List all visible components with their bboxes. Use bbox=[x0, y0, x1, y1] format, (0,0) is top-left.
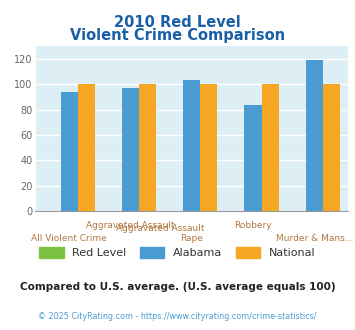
Bar bbox=[262, 84, 279, 211]
Text: Rape: Rape bbox=[180, 234, 203, 243]
Bar bbox=[122, 88, 139, 211]
Bar bbox=[200, 84, 217, 211]
Bar bbox=[61, 92, 78, 211]
Text: Violent Crime Comparison: Violent Crime Comparison bbox=[70, 28, 285, 43]
Text: Murder & Mans...: Murder & Mans... bbox=[275, 234, 353, 243]
Bar bbox=[323, 84, 340, 211]
Text: Aggravated Assault: Aggravated Assault bbox=[116, 224, 205, 233]
Text: Robbery: Robbery bbox=[234, 221, 272, 230]
Bar bbox=[306, 60, 323, 211]
Bar bbox=[244, 105, 262, 211]
Text: All Violent Crime: All Violent Crime bbox=[31, 234, 107, 243]
Text: Aggravated Assault: Aggravated Assault bbox=[86, 221, 175, 230]
Bar bbox=[78, 84, 95, 211]
Legend: Red Level, Alabama, National: Red Level, Alabama, National bbox=[39, 247, 316, 258]
Text: Compared to U.S. average. (U.S. average equals 100): Compared to U.S. average. (U.S. average … bbox=[20, 282, 335, 292]
Bar bbox=[139, 84, 156, 211]
Text: 2010 Red Level: 2010 Red Level bbox=[114, 15, 241, 30]
Text: © 2025 CityRating.com - https://www.cityrating.com/crime-statistics/: © 2025 CityRating.com - https://www.city… bbox=[38, 312, 317, 321]
Bar bbox=[183, 81, 200, 211]
